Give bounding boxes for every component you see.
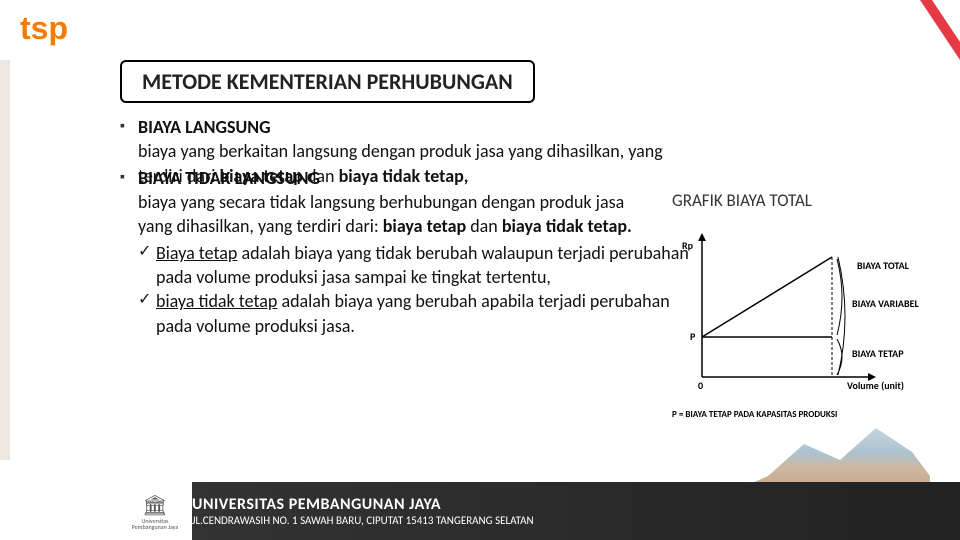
footer-text: UNIVERSITAS PEMBANGUNAN JAYA JL.CENDRAWA… xyxy=(192,495,534,527)
section-biaya-tidak-langsung: BIAYA TIDAK LANGSUNG biaya yang secara t… xyxy=(120,166,700,239)
xlabel: Volume (unit) xyxy=(847,379,904,392)
check1-term: Biaya tetap xyxy=(156,242,237,264)
check2-term: biaya tidak tetap xyxy=(156,290,277,312)
graph-title: GRAFIK BIAYA TOTAL xyxy=(672,190,942,211)
cost-graph: Rp P 0 Volume (unit) BIAYA TOTAL BIAYA V… xyxy=(672,217,932,407)
corner-decoration-inner xyxy=(932,0,960,42)
s2-line2: yang dihasilkan, yang terdiri dari: xyxy=(138,215,383,237)
graph-caption: P = BIAYA TETAP PADA KAPASITAS PRODUKSI xyxy=(672,409,942,420)
p-label: P xyxy=(690,330,696,343)
label-variabel: BIAYA VARIABEL xyxy=(852,297,919,310)
content-body: BIAYA LANGSUNG biaya yang berkaitan lang… xyxy=(120,115,700,338)
s2-line2c: dan xyxy=(466,215,502,237)
footer-bar: 🏛 Universitas Pembangunan Jaya UNIVERSIT… xyxy=(0,482,960,540)
ylabel: Rp xyxy=(682,239,694,252)
tsp-logo: tsp xyxy=(20,10,68,47)
graph-container: GRAFIK BIAYA TOTAL Rp P 0 Volume (unit) … xyxy=(672,190,942,420)
heading-2: BIAYA TIDAK LANGSUNG xyxy=(138,167,320,189)
footer-logo: 🏛 Universitas Pembangunan Jaya xyxy=(130,491,180,531)
label-total: BIAYA TOTAL xyxy=(857,259,910,272)
origin-label: 0 xyxy=(698,379,703,392)
sidebar-decoration xyxy=(0,60,10,460)
s1-line1: biaya yang berkaitan langsung dengan pro… xyxy=(138,140,663,162)
heading-1: BIAYA LANGSUNG xyxy=(138,116,271,138)
university-icon: 🏛 xyxy=(142,493,167,518)
s2-line2b: biaya tetap xyxy=(383,215,466,237)
s2-line2d: biaya tidak tetap. xyxy=(502,215,632,237)
footer-logo-text: Universitas Pembangunan Jaya xyxy=(130,518,180,530)
label-tetap: BIAYA TETAP xyxy=(852,347,904,360)
s2-line1: biaya yang secara tidak langsung berhubu… xyxy=(138,191,624,213)
university-name: UNIVERSITAS PEMBANGUNAN JAYA xyxy=(192,495,534,514)
university-address: JL.CENDRAWASIH NO. 1 SAWAH BARU, CIPUTAT… xyxy=(192,514,534,527)
page-title: METODE KEMENTERIAN PERHUBUNGAN xyxy=(142,68,513,95)
title-box: METODE KEMENTERIAN PERHUBUNGAN xyxy=(120,60,535,103)
check-biaya-tidak-tetap: biaya tidak tetap adalah biaya yang beru… xyxy=(120,289,700,338)
check-biaya-tetap: Biaya tetap adalah biaya yang tidak beru… xyxy=(120,241,700,290)
